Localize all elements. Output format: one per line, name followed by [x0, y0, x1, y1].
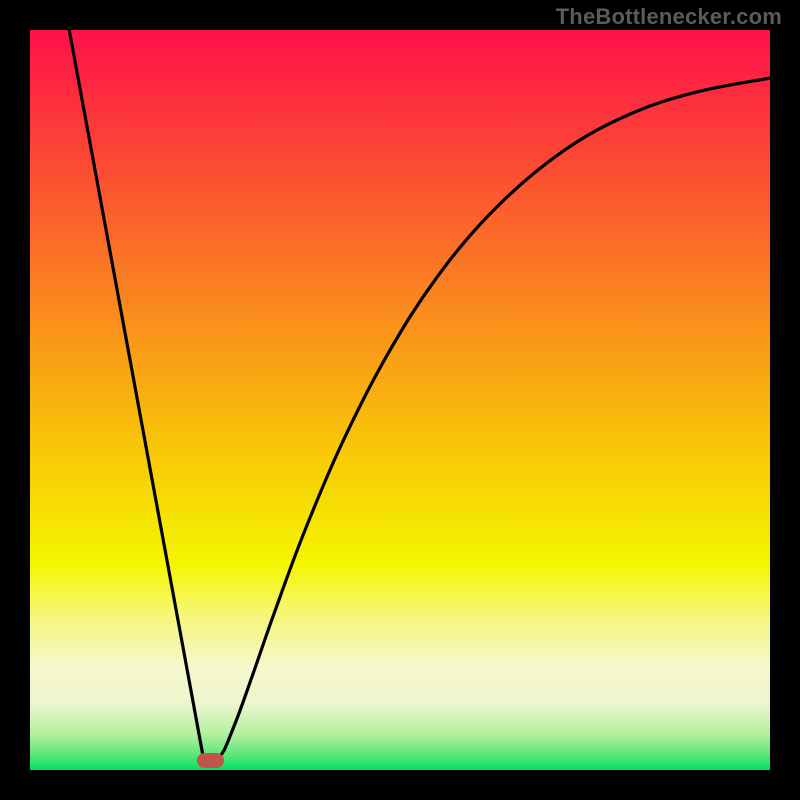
chart-frame: TheBottlenecker.com [0, 0, 800, 800]
v-curve [69, 30, 770, 759]
plot-area [30, 30, 770, 770]
watermark-text: TheBottlenecker.com [556, 4, 782, 30]
bottleneck-marker [197, 753, 224, 768]
curve-layer [30, 30, 770, 770]
